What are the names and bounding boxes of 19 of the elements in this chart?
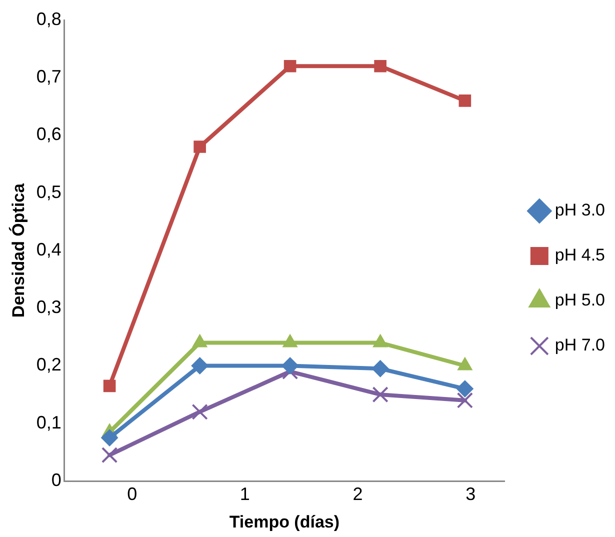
x-tick-label: 1 [240, 484, 250, 504]
legend-label: pH 7.0 [554, 336, 606, 355]
x-tick-label: 3 [466, 484, 476, 504]
y-tick-label: 0,1 [36, 412, 62, 432]
y-tick-label: 0,4 [36, 239, 62, 260]
y-tick-label: 0,8 [36, 8, 62, 29]
legend-label: pH 3.0 [554, 200, 606, 220]
y-tick-label: 0,7 [36, 66, 62, 87]
y-axis-title: Densidad Óptica [8, 182, 28, 318]
y-tick-label: 0,3 [36, 297, 62, 318]
x-tick-label: 0 [127, 484, 138, 504]
y-tick-label: 0,2 [36, 354, 62, 375]
x-axis-title: Tiempo (días) [229, 512, 340, 532]
y-tick-label: 0,6 [36, 124, 62, 144]
legend-label: pH 4.5 [554, 246, 606, 265]
y-tick-label: 0 [51, 470, 62, 490]
legend-label: pH 5.0 [554, 290, 606, 310]
x-tick-label: 2 [352, 484, 363, 504]
y-tick-label: 0,5 [36, 182, 62, 202]
